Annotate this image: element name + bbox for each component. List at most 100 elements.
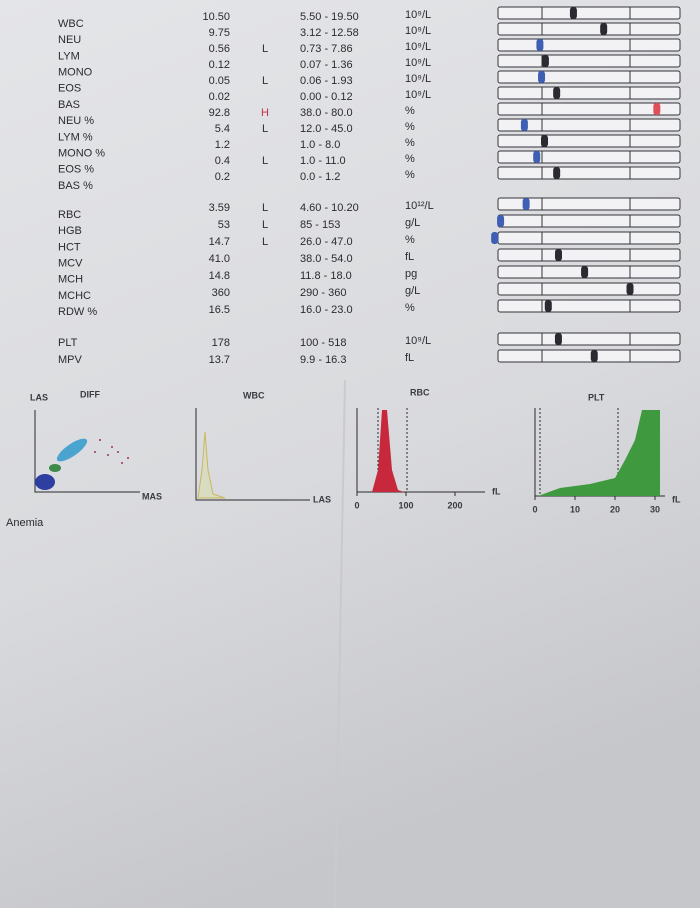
value-marker (553, 87, 561, 99)
diff-cluster (49, 464, 61, 472)
plt-title: PLT (588, 392, 605, 402)
diff-x-label: MAS (142, 491, 162, 501)
reference-range: 26.0 - 47.0 (300, 236, 353, 248)
diff-dot (121, 462, 123, 464)
unit: 10⁹/L (405, 73, 431, 85)
range-bar (497, 86, 681, 100)
range-bar (497, 6, 681, 20)
test-name: NEU (58, 34, 81, 46)
diff-y-label: LAS (30, 392, 48, 402)
diff-dot (107, 454, 109, 456)
wbc-title: WBC (243, 390, 265, 400)
test-name: MPV (58, 354, 83, 366)
value-marker (553, 167, 561, 179)
unit: % (405, 121, 415, 133)
reference-range: 0.73 - 7.86 (300, 43, 353, 55)
value-marker (600, 23, 608, 35)
range-bar (497, 70, 681, 84)
test-name: HCT (58, 241, 81, 253)
test-value: 53 (218, 219, 230, 231)
unit: % (405, 137, 415, 149)
test-name: MONO (58, 67, 93, 79)
diff-cluster (35, 474, 55, 490)
flag: L (262, 155, 268, 167)
value-marker (569, 7, 577, 19)
value-marker (522, 198, 530, 210)
test-value: 16.5 (209, 304, 230, 316)
value-marker (653, 103, 661, 115)
plt-x-unit: fL (672, 494, 681, 504)
unit: % (405, 153, 415, 165)
diff-cluster (56, 438, 88, 462)
reference-range: 1.0 - 8.0 (300, 139, 340, 151)
value-marker (533, 151, 541, 163)
value-marker (581, 266, 589, 278)
reference-range: 3.12 - 12.58 (300, 27, 359, 39)
range-bar (497, 22, 681, 36)
test-name: BAS % (58, 180, 93, 192)
flag: H (261, 107, 269, 119)
range-bar (497, 102, 681, 116)
test-value: 178 (212, 337, 230, 349)
test-name: BAS (58, 99, 80, 111)
test-name: MCH (58, 274, 83, 286)
unit: 10⁹/L (405, 9, 431, 21)
rbc-x-unit: fL (492, 486, 501, 496)
test-name: RBC (58, 209, 81, 221)
rbc-tick-label: 0 (354, 500, 359, 510)
range-bar (497, 332, 681, 346)
diff-dot (99, 439, 101, 441)
unit: 10⁹/L (405, 41, 431, 53)
range-bar (497, 265, 681, 279)
range-bar (497, 38, 681, 52)
unit: 10⁹/L (405, 89, 431, 101)
unit: 10⁹/L (405, 335, 431, 347)
fold (334, 379, 346, 908)
unit: % (405, 169, 415, 181)
unit: % (405, 302, 415, 314)
range-bar (497, 231, 681, 245)
diff-dot (127, 457, 129, 459)
unit: g/L (405, 285, 420, 297)
reference-range: 0.00 - 0.12 (300, 91, 353, 103)
graph-axis (195, 408, 310, 501)
range-bar (497, 214, 681, 228)
test-value: 0.02 (209, 91, 230, 103)
test-value: 0.4 (215, 155, 230, 167)
diff-dot (117, 451, 119, 453)
test-value: 13.7 (209, 354, 230, 366)
flag: L (262, 75, 268, 87)
test-name: RDW % (58, 306, 97, 318)
reference-range: 0.07 - 1.36 (300, 59, 353, 71)
test-name: LYM (58, 50, 80, 62)
unit: 10⁹/L (405, 25, 431, 37)
reference-range: 0.0 - 1.2 (300, 171, 340, 183)
reference-range: 290 - 360 (300, 287, 346, 299)
reference-range: 11.8 - 18.0 (300, 270, 352, 282)
range-bar (497, 166, 681, 180)
test-name: NEU % (58, 115, 94, 127)
flag: L (262, 236, 268, 248)
plt-tick-label: 20 (610, 504, 620, 514)
value-marker (626, 283, 634, 295)
reference-range: 12.0 - 45.0 (300, 123, 353, 135)
test-value: 41.0 (209, 253, 230, 265)
reference-range: 4.60 - 10.20 (300, 202, 359, 214)
range-bar (497, 118, 681, 132)
test-value: 10.50 (202, 11, 230, 23)
test-name: PLT (58, 337, 78, 349)
value-marker (520, 119, 528, 131)
flag: L (262, 219, 268, 231)
test-value: 3.59 (209, 202, 230, 214)
test-name: HGB (58, 225, 82, 237)
value-marker (541, 135, 549, 147)
test-value: 14.7 (209, 236, 230, 248)
value-marker (554, 333, 562, 345)
test-name: MCV (58, 258, 83, 270)
range-bar (497, 54, 681, 68)
reference-range: 38.0 - 54.0 (300, 253, 353, 265)
test-value: 9.75 (209, 27, 230, 39)
flag: L (262, 123, 268, 135)
test-value: 5.4 (215, 123, 230, 135)
unit: 10⁹/L (405, 57, 431, 69)
